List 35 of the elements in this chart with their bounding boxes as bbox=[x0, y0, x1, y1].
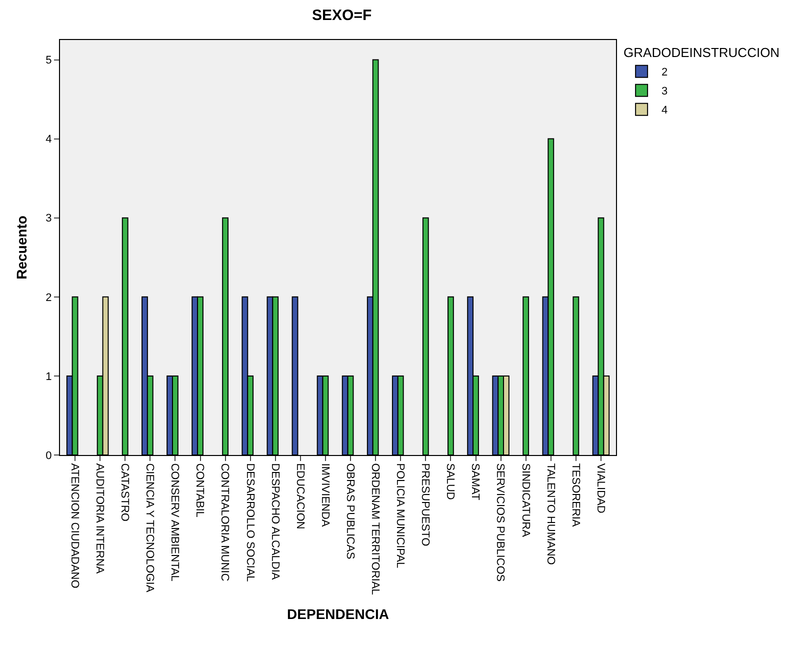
x-tick-label: SAMAT bbox=[469, 463, 482, 501]
y-tick-label: 5 bbox=[46, 54, 52, 67]
x-tick-label: SINDICATURA bbox=[519, 463, 532, 538]
x-tick-label: IMVIVIENDA bbox=[318, 463, 331, 528]
y-tick-label: 2 bbox=[46, 292, 52, 304]
y-axis-title: Recuento bbox=[13, 216, 30, 280]
chart-title: SEXO=F bbox=[312, 7, 372, 24]
y-tick-label: 1 bbox=[46, 370, 52, 383]
x-tick-label: SALUD bbox=[444, 463, 456, 500]
x-tick-label: AUDITORIA INTERNA bbox=[93, 463, 106, 574]
legend-label: 3 bbox=[662, 86, 668, 98]
x-tick-label: DESPACHO ALCALDIA bbox=[268, 463, 281, 580]
y-tick-label: 0 bbox=[46, 450, 52, 462]
x-tick-label: CONTRALORIA MUNIC bbox=[218, 463, 231, 582]
x-tick-label: ATENCION CIUDADANO bbox=[68, 463, 80, 589]
x-tick-label: DESARROLLO SOCIAL bbox=[244, 463, 256, 582]
x-tick-label: CONTABIL bbox=[194, 463, 206, 518]
x-tick-label: VIALIDAD bbox=[594, 463, 606, 514]
legend-title: GRADODEINSTRUCCION bbox=[624, 44, 780, 60]
x-tick-label: POLICIA MUNICIPAL bbox=[394, 463, 406, 568]
x-tick-label: ORDENAM TERRITORIAL bbox=[368, 463, 381, 595]
x-tick-label: CIENCIA Y TECNOLOGIA bbox=[144, 463, 156, 593]
y-tick-label: 4 bbox=[46, 134, 52, 146]
x-tick-label: TALENTO HUMANO bbox=[544, 463, 556, 566]
x-tick-label: OBRAS PUBLICAS bbox=[344, 463, 356, 560]
x-tick-label: CATASTRO bbox=[118, 463, 131, 522]
legend-label: 2 bbox=[662, 66, 668, 79]
x-tick-label: SERVICIOS PUBLICOS bbox=[494, 463, 506, 582]
legend-label: 4 bbox=[662, 104, 668, 117]
x-axis-title: DEPENDENCIA bbox=[287, 606, 389, 622]
x-tick-label: EDUCACION bbox=[294, 463, 306, 530]
x-tick-label: CONSERV AMBIENTAL bbox=[168, 463, 181, 582]
x-tick-label: TESORERIA bbox=[569, 463, 582, 528]
x-tick-label: PRESUPUESTO bbox=[419, 463, 432, 547]
y-tick-label: 3 bbox=[46, 212, 52, 225]
